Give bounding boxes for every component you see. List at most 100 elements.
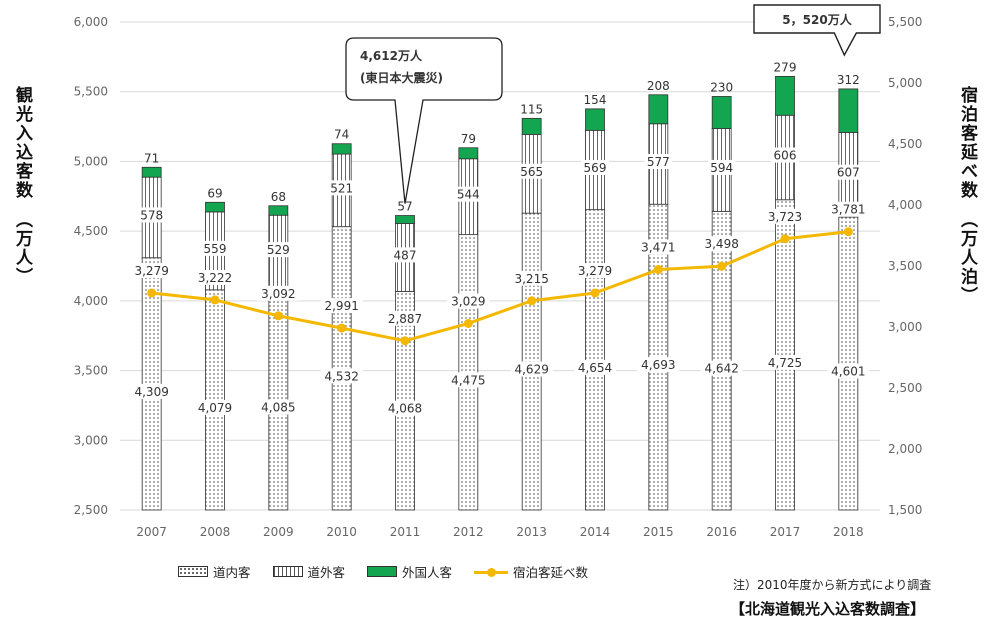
label-overnight-bg	[320, 298, 363, 314]
label-overnight: 2,991	[324, 299, 358, 313]
right-tick-label: 2,500	[888, 381, 922, 395]
label-outside-bg	[644, 154, 673, 170]
overnight-point	[717, 261, 727, 271]
stacked-bars	[141, 75, 859, 511]
x-tick-label: 2011	[390, 525, 421, 539]
legend-swatch-foreign	[367, 566, 398, 577]
bar-foreign	[268, 205, 289, 216]
label-overnight: 3,498	[704, 237, 738, 251]
label-foreign: 69	[207, 186, 222, 200]
left-tick-label: 5,000	[74, 154, 108, 168]
right-tick-label: 1,500	[888, 503, 922, 517]
left-axis-tick-labels: 2,500 3,000 3,500 4,000 4,500 5,000 5,500 6,000	[74, 15, 108, 517]
label-outside: 529	[267, 243, 290, 257]
x-tick-label: 2012	[453, 525, 484, 539]
label-outside: 559	[204, 242, 227, 256]
label-overnight: 3,279	[134, 264, 168, 278]
right-tick-label: 3,500	[888, 259, 922, 273]
label-domestic-bg	[510, 361, 553, 377]
right-tick-label: 2,000	[888, 442, 922, 456]
label-outside: 578	[140, 208, 163, 222]
label-foreign: 68	[271, 190, 286, 204]
chart-area: 2,500 3,000 3,500 4,000 4,500 5,000 5,500 6,000…	[74, 4, 922, 539]
label-outside: 607	[837, 166, 860, 180]
label-domestic: 4,601	[831, 365, 865, 379]
label-overnight-bg	[257, 285, 300, 301]
overnight-line-path	[151, 230, 849, 343]
legend-item-overnight: 宿泊客延べ数	[474, 562, 588, 581]
overnight-line	[147, 227, 853, 346]
data-labels: 71 578 4,309 3,279 69 559 4,079 3,222 68 529 4,085…	[130, 60, 870, 416]
label-overnight: 3,471	[641, 241, 675, 255]
right-axis-title: 宿泊客延べ数 （万人泊）	[957, 86, 977, 306]
legend-item-foreign: 外国人客	[367, 562, 452, 581]
overnight-point	[780, 234, 790, 244]
x-axis-tick-labels: 2007 2008 2009 2010 2011 2012 2013 2014 2015 2016…	[136, 525, 863, 539]
bar-foreign	[458, 147, 479, 160]
label-domestic: 4,068	[388, 402, 422, 416]
footnote: 注）2010年度から新方式により調査	[733, 578, 932, 592]
bar-foreign	[331, 143, 352, 155]
bar-foreign	[838, 88, 859, 133]
x-tick-label: 2008	[200, 525, 231, 539]
label-outside-bg	[137, 207, 166, 223]
label-outside-bg	[771, 147, 799, 163]
left-tick-label: 6,000	[74, 15, 108, 29]
label-overnight-bg	[764, 208, 806, 224]
label-domestic: 4,475	[451, 373, 485, 387]
left-tick-label: 3,500	[74, 364, 108, 378]
left-tick-label: 2,500	[74, 503, 108, 517]
label-overnight: 3,222	[198, 271, 232, 285]
source-caption: 【北海道観光入込客数調査】	[730, 600, 926, 618]
overnight-point	[147, 288, 157, 298]
label-overnight-bg	[130, 262, 173, 278]
left-axis-title: 観光入込客数 （万人）	[12, 86, 32, 287]
left-tick-label: 4,000	[74, 294, 108, 308]
annotations: 4,612万人 (東日本大震災) 5，520万人	[345, 4, 881, 204]
label-overnight: 3,029	[451, 294, 485, 308]
label-domestic: 4,532	[324, 369, 358, 383]
label-domestic-bg	[764, 354, 806, 370]
label-outside-bg	[327, 180, 356, 196]
label-domestic: 4,309	[134, 385, 168, 399]
left-tick-label: 4,500	[74, 224, 108, 238]
legend: 道内客 道外客 外国人客 宿泊客延べ数	[178, 562, 610, 581]
x-tick-label: 2009	[263, 525, 294, 539]
bar-foreign	[648, 94, 669, 125]
label-domestic: 4,079	[198, 401, 232, 415]
label-overnight: 3,723	[768, 210, 802, 224]
label-domestic: 4,642	[704, 362, 738, 376]
legend-label-foreign: 外国人客	[402, 565, 453, 580]
label-overnight: 3,092	[261, 287, 295, 301]
x-tick-label: 2013	[516, 525, 547, 539]
label-domestic-bg	[700, 360, 743, 376]
label-domestic: 4,629	[514, 363, 548, 377]
legend-swatch-domestic	[178, 566, 208, 577]
label-outside: 606	[774, 149, 797, 163]
bar-foreign	[585, 108, 605, 131]
label-domestic-bg	[130, 383, 173, 399]
label-foreign: 230	[710, 80, 733, 94]
left-tick-label: 3,000	[74, 433, 108, 447]
overnight-point	[527, 296, 537, 306]
x-tick-label: 2010	[326, 525, 357, 539]
legend-item-outside: 道外客	[272, 562, 346, 581]
label-foreign: 279	[774, 60, 797, 74]
bar-domestic	[458, 234, 479, 511]
legend-label-outside: 道外客	[307, 565, 346, 580]
overnight-point	[653, 265, 663, 275]
label-outside: 521	[330, 181, 353, 195]
label-overnight-bg	[700, 236, 743, 252]
label-outside-bg	[391, 247, 419, 263]
label-outside: 594	[710, 161, 733, 175]
label-domestic: 4,085	[261, 401, 295, 415]
overnight-point	[463, 318, 473, 328]
x-tick-label: 2014	[580, 525, 611, 539]
bar-foreign	[711, 96, 732, 129]
legend-label-domestic: 道内客	[213, 565, 251, 580]
x-tick-label: 2015	[643, 525, 674, 539]
label-domestic-bg	[827, 363, 870, 379]
label-domestic-bg	[447, 372, 490, 388]
bar-foreign	[205, 201, 225, 213]
label-outside-bg	[201, 240, 229, 256]
